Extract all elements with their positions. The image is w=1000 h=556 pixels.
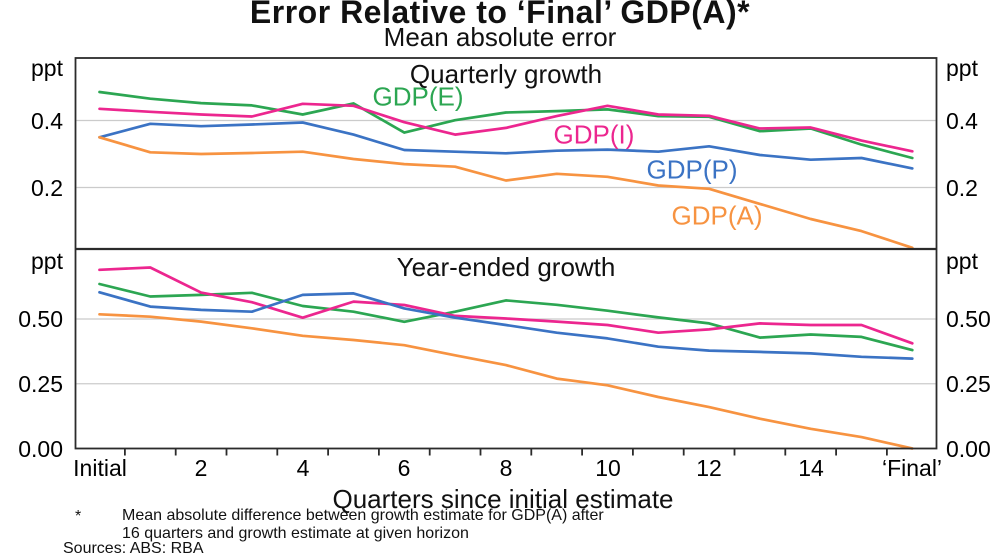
unit-label-bottom-right: ppt [946,248,978,274]
y-tick-label-left: 0.50 [18,306,63,332]
y-tick-label-right: 0.00 [946,436,991,462]
y-tick-label-left: 0.2 [31,175,63,201]
footnote-line-1: Mean absolute difference between growth … [122,507,604,524]
unit-label-bottom-left: ppt [31,248,63,274]
x-tick-label: 8 [499,455,513,481]
y-tick-label-right: 0.50 [946,306,991,332]
x-tick-label: 6 [397,455,411,481]
x-tick-label: ‘Final’ [881,455,943,481]
y-tick-label-left: 0.00 [18,436,63,462]
footnote-line-2: 16 quarters and growth estimate at given… [122,525,469,542]
x-tick-label: 10 [595,455,621,481]
y-tick-label-right: 0.25 [946,371,991,397]
y-tick-label-right: 0.4 [946,108,978,134]
series-line-gdp-p [98,121,914,170]
series-label-gdp-i: GDP(I) [553,119,635,150]
y-tick-label-right: 0.2 [946,175,978,201]
unit-label-top-left: ppt [31,55,63,81]
sources-note: Sources: ABS: RBA [63,540,204,556]
x-tick-label: 14 [798,455,824,481]
x-axis-title: Quarters since initial estimate [332,484,674,514]
panel-border [74,57,938,450]
footnote-marker: * [75,508,82,525]
series-label-gdp-p: GDP(P) [646,154,738,185]
series-line-gdp-a [98,135,914,250]
series-line-gdp-a [98,312,914,450]
chart-title: Error Relative to ‘Final’ GDP(A)* [249,0,751,30]
y-tick-label-left: 0.25 [18,371,63,397]
x-tick-label: 4 [296,455,310,481]
series-line-gdp-e [98,90,914,160]
series-label-gdp-a: GDP(A) [671,200,763,231]
unit-label-top-right: ppt [946,55,978,81]
panel-title-quarterly-growth: Quarterly growth [409,59,603,89]
series-line-gdp-e [98,282,914,352]
y-tick-label-left: 0.4 [31,108,63,134]
x-tick-label: 2 [194,455,208,481]
x-tick-label: Initial [73,455,127,481]
series-label-gdp-e: GDP(E) [372,81,464,112]
series-line-gdp-i [98,102,914,153]
chart-subtitle: Mean absolute error [383,22,617,52]
x-tick-label: 12 [696,455,722,481]
panel-title-year-ended-growth: Year-ended growth [396,252,616,282]
series-line-gdp-i [98,266,914,345]
series-line-gdp-p [98,290,914,360]
